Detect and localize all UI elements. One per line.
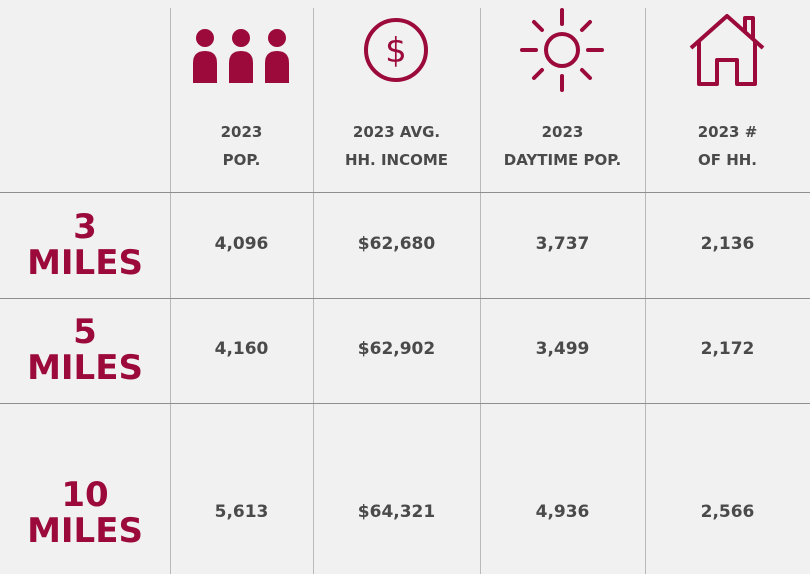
row-label-line: 5 xyxy=(73,312,97,352)
column-divider xyxy=(170,8,171,574)
cell-value: 2,566 xyxy=(700,502,755,522)
row-label-line: MILES xyxy=(27,511,143,551)
cell-value: 4,096 xyxy=(214,234,269,254)
column-header: 2023 DAYTIME POP. xyxy=(480,118,645,174)
column-header: 2023 # OF HH. xyxy=(645,118,810,174)
row-label: 10 MILES xyxy=(0,477,170,549)
header-line: 2023 # xyxy=(697,123,758,141)
row-label: 3 MILES xyxy=(0,209,170,281)
cell-value: 5,613 xyxy=(214,502,269,522)
column-header: 2023 AVG. HH. INCOME xyxy=(313,118,480,174)
row-label-line: MILES xyxy=(27,243,143,283)
cell-value: $62,902 xyxy=(357,339,436,359)
column-header: 2023 POP. xyxy=(170,118,313,174)
header-line: DAYTIME POP. xyxy=(503,151,622,169)
cell-value: 4,936 xyxy=(535,502,590,522)
row-divider xyxy=(0,403,810,404)
row-label: 5 MILES xyxy=(0,314,170,386)
people-icon xyxy=(193,29,289,83)
row-label-line: 3 xyxy=(73,207,97,247)
cell-value: $62,680 xyxy=(357,234,436,254)
header-line: OF HH. xyxy=(697,151,758,169)
header-line: 2023 AVG. xyxy=(352,123,441,141)
cell-value: $64,321 xyxy=(357,502,436,522)
cell-value: 2,136 xyxy=(700,234,755,254)
header-line: 2023 xyxy=(541,123,584,141)
house-icon xyxy=(689,14,765,86)
header-line: HH. INCOME xyxy=(344,151,449,169)
cell-value: 3,499 xyxy=(535,339,590,359)
cell-value: 3,737 xyxy=(535,234,590,254)
column-divider xyxy=(645,8,646,574)
row-label-line: 10 xyxy=(61,475,109,515)
column-divider xyxy=(480,8,481,574)
row-divider xyxy=(0,298,810,299)
cell-value: 4,160 xyxy=(214,339,269,359)
column-divider xyxy=(313,8,314,574)
cell-value: 2,172 xyxy=(700,339,755,359)
header-line: POP. xyxy=(222,151,261,169)
svg-text:$: $ xyxy=(385,31,407,71)
sun-icon xyxy=(520,8,604,92)
header-line: 2023 xyxy=(220,123,263,141)
row-label-line: MILES xyxy=(27,348,143,388)
dollar-icon: $ xyxy=(364,18,428,82)
row-divider xyxy=(0,192,810,193)
